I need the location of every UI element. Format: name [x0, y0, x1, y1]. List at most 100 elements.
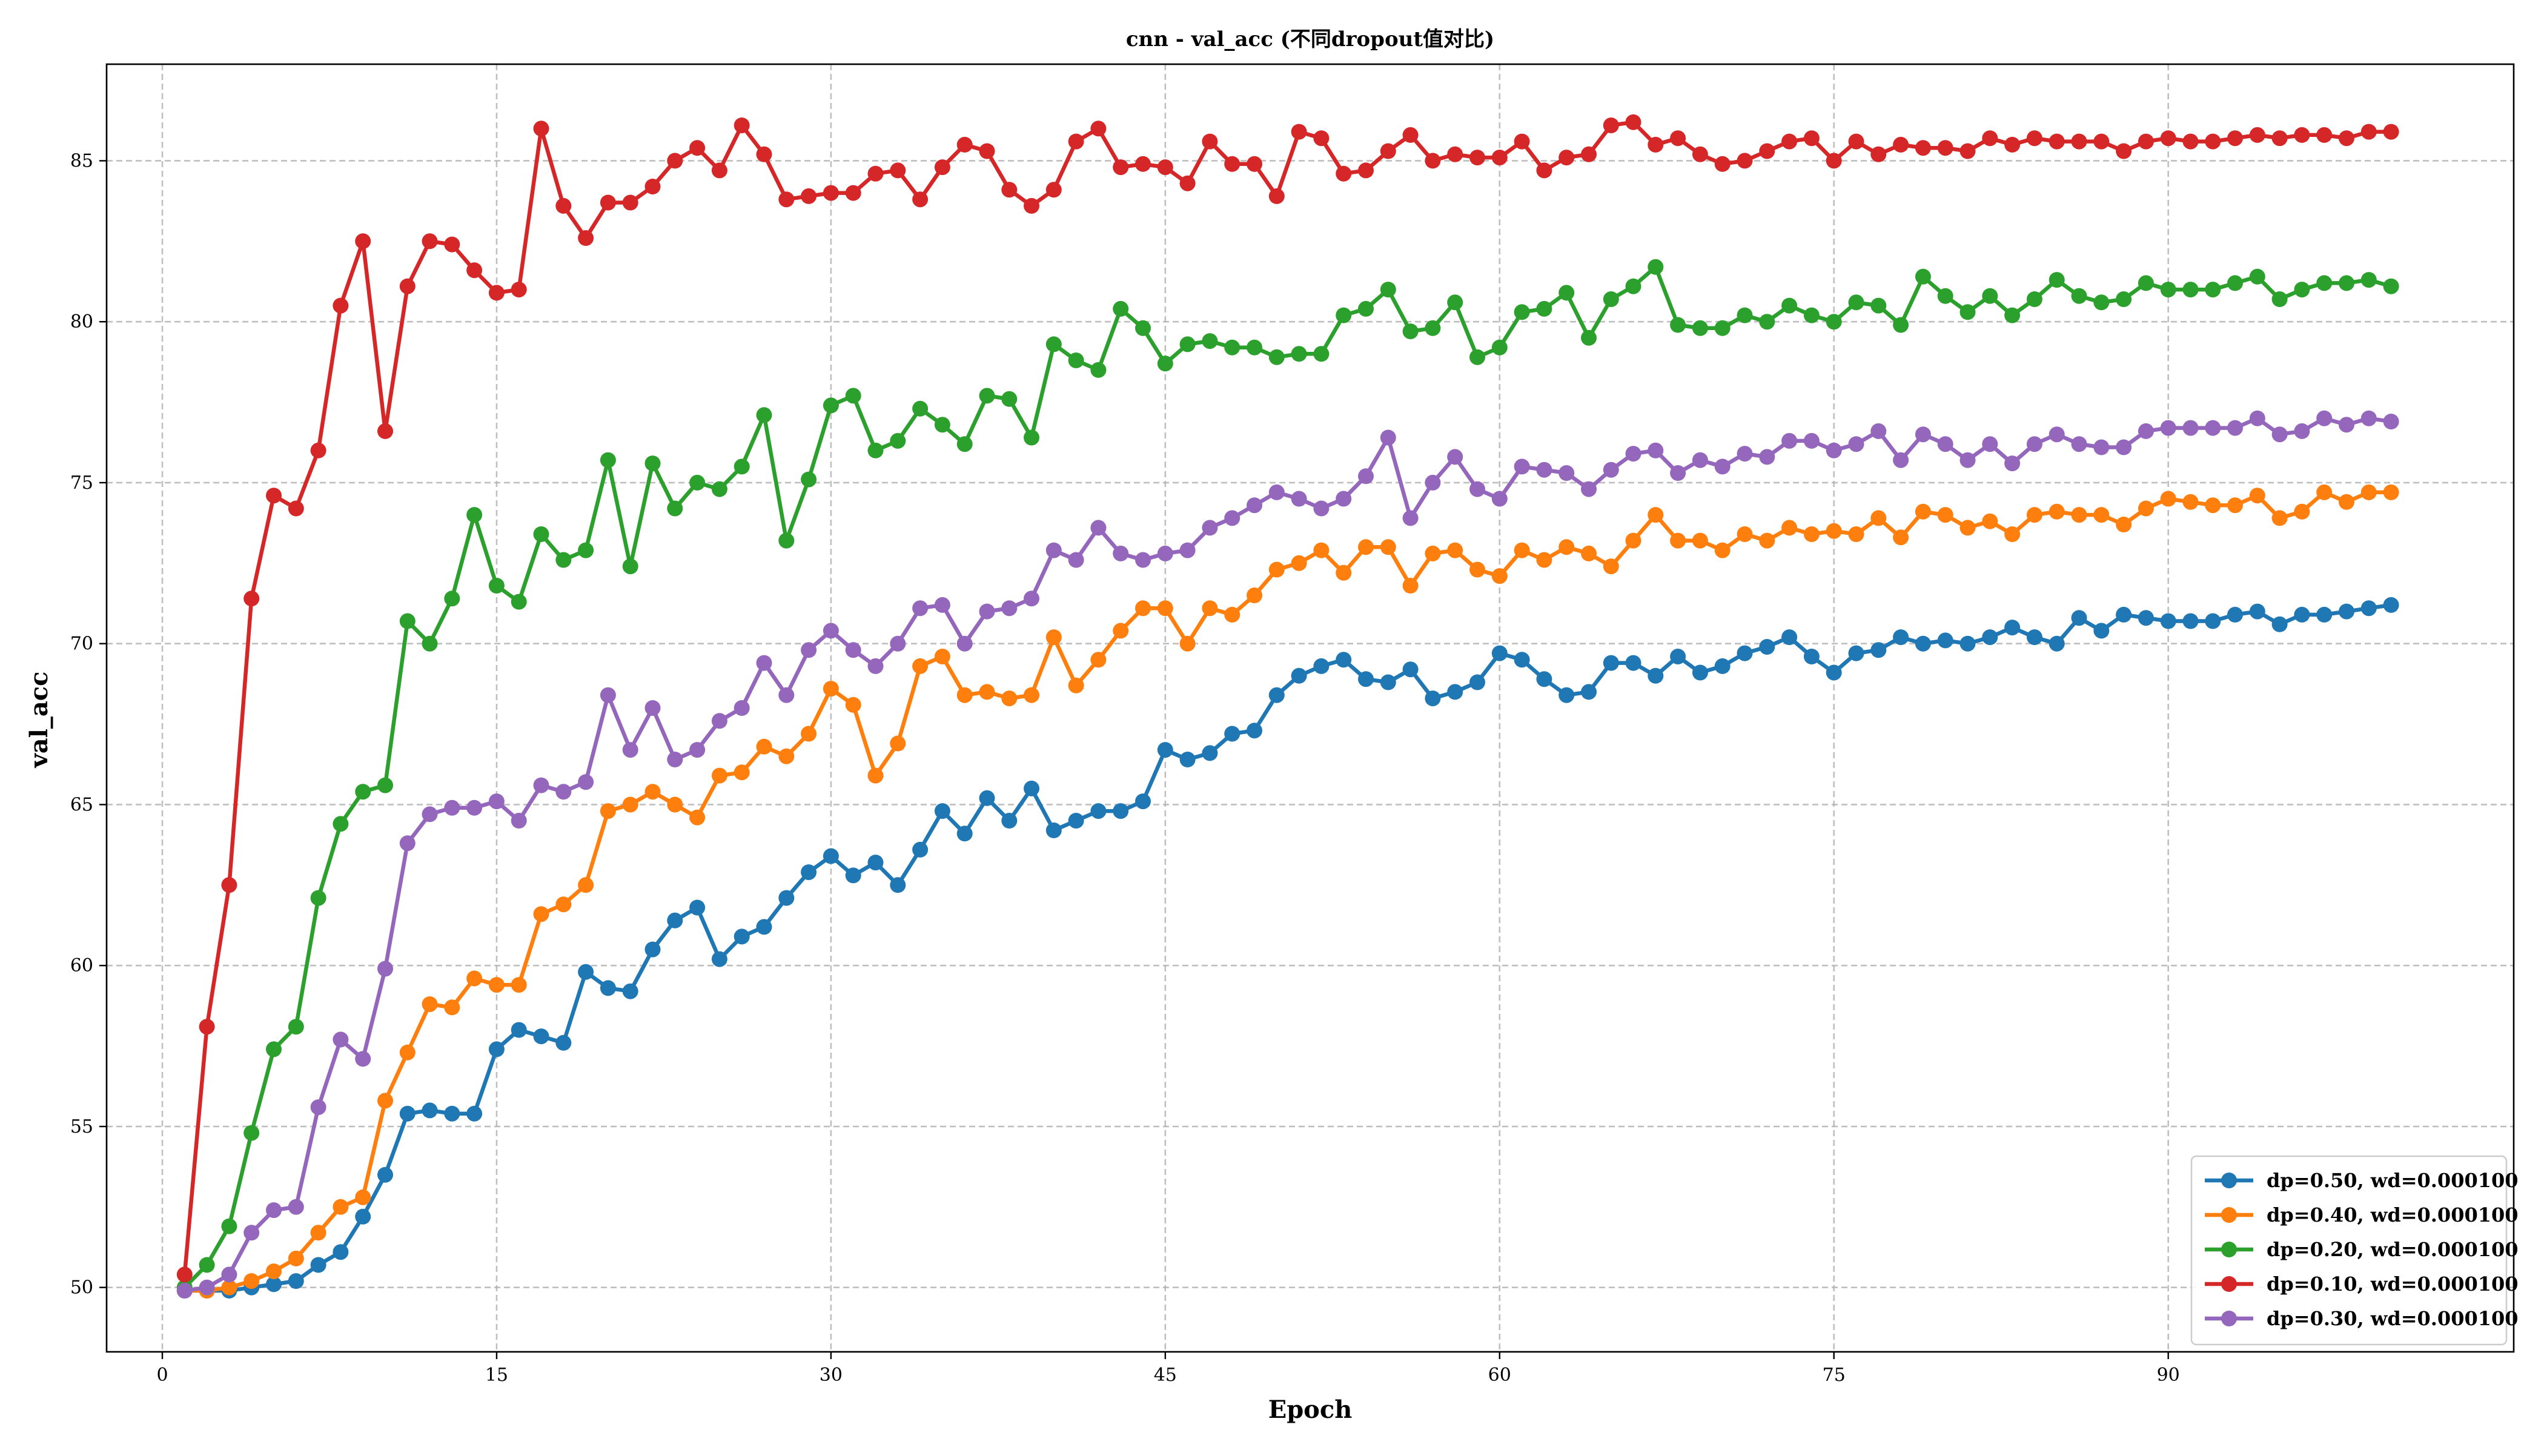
data-point — [199, 1279, 215, 1296]
data-point — [266, 1276, 282, 1292]
data-point — [2004, 620, 2021, 636]
legend-swatch-marker — [2221, 1242, 2237, 1257]
data-point — [934, 417, 950, 433]
data-point — [243, 1273, 260, 1289]
data-point — [533, 906, 549, 922]
data-point — [1714, 320, 1731, 336]
data-point — [1247, 497, 1262, 514]
data-point — [1090, 652, 1107, 668]
data-point — [1179, 175, 1196, 191]
data-point — [1425, 690, 1441, 707]
data-point — [1759, 449, 1775, 465]
data-point — [1893, 452, 1909, 468]
data-point — [689, 809, 706, 826]
data-point — [711, 481, 727, 497]
data-point — [1581, 545, 1597, 561]
data-point — [1268, 484, 1285, 500]
data-point — [1781, 297, 1798, 314]
data-point — [1358, 468, 1374, 485]
data-point — [2205, 133, 2221, 150]
data-point — [1268, 687, 1285, 703]
data-point — [845, 388, 861, 404]
data-point — [912, 841, 929, 858]
data-point — [1781, 432, 1798, 449]
data-point — [1714, 658, 1731, 674]
data-point — [1759, 532, 1775, 549]
data-point — [1024, 591, 1039, 607]
data-point — [2205, 613, 2221, 629]
data-point — [1781, 133, 1798, 150]
data-point — [1068, 352, 1084, 368]
data-point — [399, 835, 416, 852]
data-point — [1291, 346, 1307, 362]
data-point — [511, 813, 527, 829]
data-point — [912, 600, 929, 617]
data-point — [1090, 121, 1107, 137]
data-point — [1491, 491, 1508, 507]
data-point — [823, 623, 839, 639]
data-point — [1045, 542, 1062, 558]
data-point — [1491, 339, 1508, 356]
data-point — [979, 684, 995, 700]
data-point — [1358, 162, 1374, 179]
y-axis-label: val_acc — [25, 672, 53, 769]
data-point — [1247, 723, 1262, 739]
data-point — [444, 1105, 460, 1122]
data-point — [1113, 623, 1129, 639]
data-point — [555, 1034, 572, 1051]
data-point — [1447, 294, 1463, 311]
data-point — [1803, 130, 1820, 147]
data-point — [890, 162, 906, 179]
data-point — [1581, 329, 1597, 346]
data-point — [1959, 520, 1976, 536]
data-point — [1603, 655, 1619, 671]
data-point — [1336, 652, 1352, 668]
data-point — [1202, 133, 1218, 150]
chart-title: cnn - val_acc (不同dropout值对比) — [1126, 27, 1494, 51]
data-point — [1045, 629, 1062, 646]
data-point — [1313, 658, 1330, 674]
data-point — [399, 1044, 416, 1061]
data-point — [1559, 539, 1575, 555]
data-point — [2227, 497, 2243, 514]
series-5 — [176, 410, 2399, 1299]
data-point — [199, 1257, 215, 1273]
data-point — [1514, 133, 1530, 150]
series-line — [182, 603, 2393, 1293]
data-point — [801, 726, 817, 742]
data-point — [1982, 288, 1998, 304]
data-point — [1113, 300, 1129, 317]
data-point — [176, 1266, 193, 1283]
data-point — [1692, 320, 1708, 336]
data-point — [221, 1279, 237, 1296]
data-point — [1224, 726, 1241, 742]
data-point — [1803, 432, 1820, 449]
data-point — [1625, 655, 1641, 671]
data-point — [1224, 606, 1241, 623]
data-point — [422, 635, 438, 652]
data-point — [1514, 458, 1530, 475]
data-point — [1848, 133, 1864, 150]
data-point — [2383, 414, 2399, 429]
data-point — [622, 983, 638, 999]
data-point — [533, 526, 549, 542]
data-point — [622, 194, 638, 211]
data-point — [1692, 146, 1708, 162]
data-point — [1157, 600, 1173, 617]
y-tick-label: 75 — [70, 472, 93, 494]
data-point — [711, 767, 727, 784]
data-point — [488, 578, 505, 594]
data-point — [2049, 503, 2065, 520]
data-point — [578, 542, 594, 558]
data-point — [1603, 117, 1619, 133]
data-point — [2271, 616, 2288, 632]
data-point — [2360, 410, 2377, 426]
data-point — [2227, 420, 2243, 436]
data-point — [1469, 481, 1485, 497]
data-point — [176, 1283, 193, 1299]
x-tick-label: 60 — [1488, 1365, 1511, 1386]
data-point — [1491, 568, 1508, 584]
data-point — [2182, 133, 2199, 150]
data-point — [1848, 645, 1864, 661]
